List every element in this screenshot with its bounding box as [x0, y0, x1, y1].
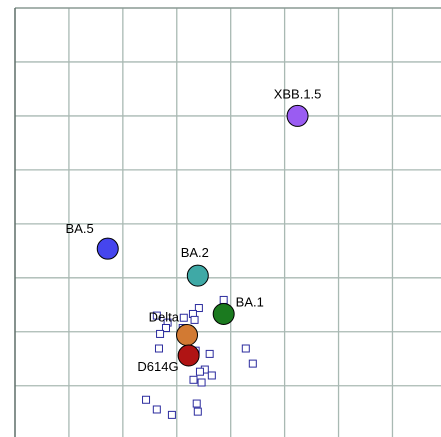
- serum-point: [197, 378, 206, 387]
- antigen-point: [212, 302, 235, 325]
- antigen-label: BA.1: [236, 294, 264, 309]
- serum-point: [156, 329, 165, 338]
- serum-point: [179, 313, 188, 322]
- serum-point: [205, 349, 214, 358]
- serum-point: [154, 344, 163, 353]
- serum-point: [193, 407, 202, 416]
- antigen-point: [96, 237, 119, 260]
- serum-point: [167, 410, 176, 419]
- serum-point: [161, 323, 170, 332]
- antigen-label: D614G: [137, 359, 178, 374]
- serum-point: [248, 359, 257, 368]
- antigen-label: XBB.1.5: [274, 86, 322, 101]
- antigen-label: BA.2: [181, 245, 209, 260]
- antigen-point: [177, 344, 200, 367]
- antigen-label: Delta: [149, 309, 180, 324]
- antigen-point: [186, 264, 209, 287]
- antigen-point: [286, 104, 309, 127]
- serum-point: [219, 295, 228, 304]
- serum-point: [152, 311, 161, 320]
- serum-point: [195, 367, 204, 376]
- serum-point: [152, 405, 161, 414]
- antigen-label: BA.5: [66, 221, 94, 236]
- serum-point: [207, 371, 216, 380]
- serum-point: [189, 375, 198, 384]
- serum-point: [190, 315, 199, 324]
- serum-point: [142, 395, 151, 404]
- serum-point: [192, 399, 201, 408]
- serum-point: [241, 344, 250, 353]
- serum-point: [194, 304, 203, 313]
- antigen-point: [176, 324, 199, 347]
